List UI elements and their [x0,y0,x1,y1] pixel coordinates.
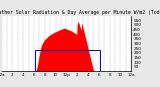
Title: Milwaukee Weather Solar Radiation & Day Average per Minute W/m2 (Today): Milwaukee Weather Solar Radiation & Day … [0,10,160,15]
Bar [35,50,100,71]
